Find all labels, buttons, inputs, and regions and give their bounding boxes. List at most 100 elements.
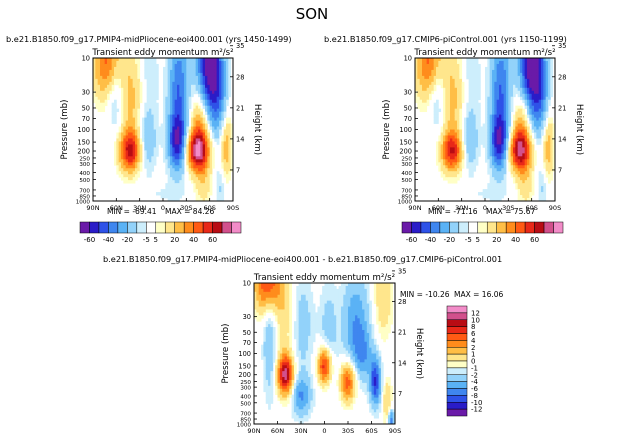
heatmap-cell <box>443 87 446 92</box>
heatmap-cell <box>179 96 183 101</box>
heatmap-cell <box>200 108 204 113</box>
heatmap-cell <box>480 138 484 142</box>
heatmap-cell <box>177 195 180 199</box>
heatmap-cell <box>272 300 276 304</box>
heatmap-cell <box>293 335 297 340</box>
heatmap-cell <box>181 120 185 124</box>
heatmap-cell <box>445 69 449 74</box>
heatmap-cell <box>552 144 556 148</box>
heatmap-cell <box>545 165 549 169</box>
heatmap-cell <box>305 327 309 331</box>
heatmap-cell <box>492 192 495 196</box>
heatmap-cell <box>452 75 456 80</box>
heatmap-cell <box>186 153 190 157</box>
heatmap-cell <box>130 72 134 77</box>
heatmap-cell <box>184 72 187 77</box>
heatmap-cell <box>123 147 127 151</box>
heatmap-cell <box>527 72 530 77</box>
heatmap-cell <box>489 96 493 101</box>
heatmap-cell <box>303 350 307 354</box>
heatmap-cell <box>102 96 106 101</box>
heatmap-cell <box>485 141 488 145</box>
heatmap-cell <box>149 78 152 83</box>
heatmap-cell <box>163 156 166 160</box>
heatmap-cell <box>104 69 108 74</box>
heatmap-cell <box>149 84 152 89</box>
panel-top-right <box>414 45 556 202</box>
heatmap-cell <box>223 138 227 142</box>
heatmap-cell <box>524 138 528 142</box>
heatmap-cell <box>454 84 458 89</box>
heatmap-cell <box>527 60 530 65</box>
heatmap-cell <box>496 75 500 80</box>
heatmap-cell <box>513 156 516 160</box>
heatmap-cell <box>515 186 519 190</box>
heatmap-cell <box>125 63 129 68</box>
heatmap-cell <box>123 75 127 80</box>
heatmap-cell <box>130 93 134 98</box>
heatmap-cell <box>223 141 227 145</box>
heatmap-cell <box>151 126 155 130</box>
heatmap-cell <box>188 168 192 172</box>
heatmap-cell <box>151 58 155 62</box>
heatmap-cell <box>459 126 463 130</box>
heatmap-cell <box>496 126 500 130</box>
y-tick-label: 50 <box>404 104 412 112</box>
heatmap-cell <box>296 330 300 334</box>
heatmap-cell <box>529 156 533 160</box>
heatmap-cell <box>160 138 164 142</box>
heatmap-cell <box>216 81 220 86</box>
heatmap-cell <box>172 150 176 154</box>
heatmap-cell <box>137 162 141 166</box>
heatmap-cell <box>130 153 134 157</box>
heatmap-cell <box>207 180 211 184</box>
heatmap-cell <box>550 150 554 154</box>
heatmap-cell <box>268 362 271 366</box>
heatmap-cell <box>193 174 197 178</box>
heatmap-cell <box>254 288 257 293</box>
heatmap-cell <box>170 168 173 172</box>
heatmap-cell <box>471 159 474 163</box>
heatmap-cell <box>468 75 472 80</box>
heatmap-cell <box>256 285 260 290</box>
heatmap-cell <box>226 168 229 172</box>
heatmap-cell <box>538 75 542 80</box>
heatmap-cell <box>221 120 225 124</box>
heatmap-cell <box>193 69 197 74</box>
heatmap-cell <box>545 162 549 166</box>
heatmap-cell <box>517 84 521 89</box>
heatmap-cell <box>499 186 502 190</box>
heatmap-cell <box>205 198 208 202</box>
heatmap-cell <box>550 58 554 62</box>
heatmap-cell <box>272 291 276 296</box>
heatmap-cell <box>424 69 428 74</box>
heatmap-cell <box>308 353 311 357</box>
heatmap-cell <box>478 72 481 77</box>
heatmap-cell <box>473 159 477 163</box>
heatmap-cell <box>520 183 523 187</box>
heatmap-cell <box>301 321 304 325</box>
heatmap-cell <box>303 306 307 310</box>
heatmap-cell <box>436 111 439 116</box>
heatmap-cell <box>298 338 302 343</box>
heatmap-cell <box>254 312 257 316</box>
heatmap-cell <box>443 108 446 113</box>
heatmap-cell <box>97 81 101 86</box>
heatmap-cell <box>95 93 99 98</box>
heatmap-cell <box>450 72 453 77</box>
heatmap-cell <box>529 69 533 74</box>
heatmap-cell <box>202 198 206 202</box>
heatmap-cell <box>489 147 493 151</box>
heatmap-cell <box>123 96 127 101</box>
heatmap-cell <box>538 195 542 199</box>
heatmap-cell <box>116 135 120 139</box>
heatmap-cell <box>305 350 309 354</box>
heatmap-cell <box>541 174 544 178</box>
heatmap-cell <box>200 147 204 151</box>
heatmap-cell <box>545 108 549 113</box>
heatmap-cell <box>527 123 530 127</box>
heatmap-cell <box>506 60 509 65</box>
heatmap-cell <box>489 87 493 92</box>
heatmap-cell <box>541 114 544 118</box>
heatmap-cell <box>172 174 176 178</box>
